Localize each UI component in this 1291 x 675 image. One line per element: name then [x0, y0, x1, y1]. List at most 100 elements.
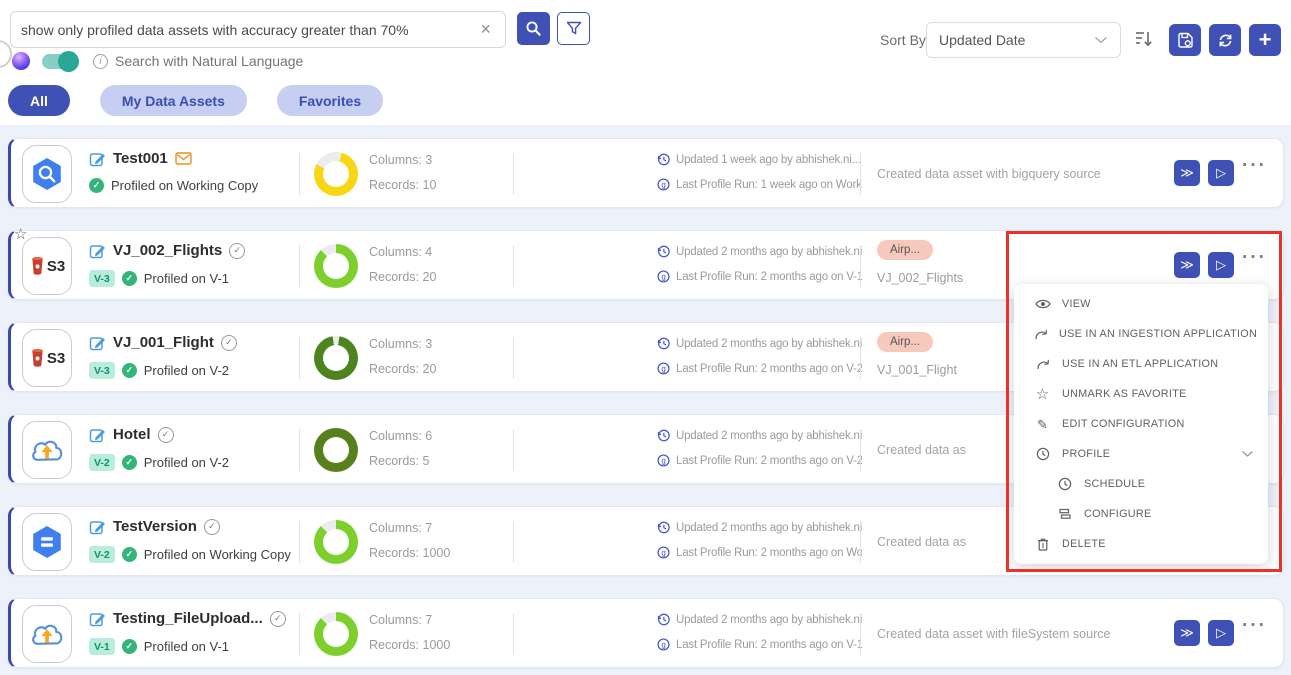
s3-label: S3	[46, 349, 66, 367]
tab-favorites[interactable]: Favorites	[276, 85, 384, 116]
history-clock-icon	[657, 613, 670, 626]
tab-my-data-assets[interactable]: My Data Assets	[99, 85, 247, 116]
edit-icon[interactable]	[89, 610, 106, 627]
sort-order-icon[interactable]	[1133, 29, 1155, 49]
trash-icon	[1034, 537, 1051, 552]
tag-badge[interactable]: Airp...	[877, 240, 934, 260]
menu-item-profile[interactable]: PROFILE	[1014, 439, 1268, 469]
add-data-asset-button[interactable]: +	[1249, 24, 1281, 56]
menu-item-use-in-etl[interactable]: USE IN AN ETL APPLICATION	[1014, 349, 1268, 379]
asset-description: Created data as	[877, 535, 966, 549]
favorite-star-icon[interactable]: ☆	[14, 226, 28, 243]
expand-actions-button[interactable]: ≫	[1174, 160, 1200, 186]
run-profile-button[interactable]: ▷	[1208, 252, 1234, 278]
history-clock-icon	[657, 429, 670, 442]
menu-item-unmark-favorite[interactable]: ☆ UNMARK AS FAVORITE	[1014, 379, 1268, 409]
asset-description: Created data as	[877, 443, 966, 457]
save-search-button[interactable]	[1169, 24, 1201, 56]
asset-name[interactable]: VJ_001_Flight	[113, 334, 214, 351]
tab-all[interactable]: All	[8, 85, 70, 116]
menu-item-view[interactable]: VIEW	[1014, 289, 1268, 319]
asset-title-line: VJ_002_Flights ✓	[89, 242, 246, 259]
sort-dropdown[interactable]: Updated Date	[926, 22, 1121, 58]
stacked-bars-icon	[1056, 507, 1073, 521]
asset-name[interactable]: TestVersion	[113, 518, 197, 535]
refresh-button[interactable]	[1209, 24, 1241, 56]
clock-icon	[1034, 447, 1051, 461]
updated-text: Updated 2 months ago by abhishek.ni...	[676, 337, 862, 350]
info-icon[interactable]: i	[93, 53, 108, 69]
search-button[interactable]	[517, 12, 550, 45]
columns-count: Columns: 3	[369, 337, 433, 351]
profiled-status: Profiled on V-2	[143, 363, 230, 378]
asset-row-test001: Test001 ✓ Profiled on Working Copy Colum…	[8, 138, 1284, 208]
last-profile-text: Last Profile Run: 2 months ago on V-1	[676, 270, 862, 283]
pencil-icon: ✎	[1037, 416, 1048, 432]
asset-title-line: VJ_001_Flight ✓	[89, 334, 237, 351]
divider	[513, 245, 514, 287]
divider	[860, 153, 861, 195]
asset-history: Updated 2 months ago by abhishek.ni... g…	[656, 599, 862, 669]
svg-text:g: g	[661, 180, 665, 189]
tag-subtext: VJ_001_Flight	[877, 363, 957, 377]
verified-check-icon: ✓	[229, 242, 246, 259]
search-input[interactable]	[21, 21, 477, 38]
asset-name[interactable]: Test001	[113, 150, 168, 167]
profile-donut-chart	[314, 244, 358, 288]
natural-language-toggle[interactable]	[42, 50, 79, 72]
records-count: Records: 10	[369, 178, 437, 192]
asset-status-line: V-3 ✓ Profiled on V-2	[89, 362, 229, 379]
s3-bucket-icon	[32, 348, 43, 367]
expand-actions-button[interactable]: ≫	[1174, 252, 1200, 278]
clear-search-icon[interactable]: ×	[480, 19, 491, 39]
divider	[299, 153, 300, 195]
history-clock-icon	[657, 337, 670, 350]
asset-history: Updated 2 months ago by abhishek.ni... g…	[656, 231, 862, 301]
menu-item-schedule[interactable]: SCHEDULE	[1014, 469, 1268, 499]
asset-history: Updated 1 week ago by abhishek.ni... g L…	[656, 139, 862, 209]
s3-label: S3	[46, 257, 66, 275]
more-actions-button[interactable]: ···	[1242, 247, 1267, 268]
columns-count: Columns: 6	[369, 429, 433, 443]
version-badge: V-3	[89, 362, 115, 379]
s3-source-icon: S3	[22, 329, 72, 387]
last-profile-text: Last Profile Run: 2 months ago on Wo...	[676, 546, 862, 559]
filter-button[interactable]	[557, 12, 590, 45]
more-actions-button[interactable]: ···	[1242, 615, 1267, 636]
menu-item-use-in-ingestion[interactable]: USE IN AN INGESTION APPLICATION	[1014, 319, 1268, 349]
records-count: Records: 1000	[369, 546, 451, 560]
profile-run-icon: g	[657, 362, 670, 375]
edit-icon[interactable]	[89, 426, 106, 443]
asset-status-line: V-1 ✓ Profiled on V-1	[89, 638, 229, 655]
menu-item-edit-configuration[interactable]: ✎ EDIT CONFIGURATION	[1014, 409, 1268, 439]
run-profile-button[interactable]: ▷	[1208, 620, 1234, 646]
asset-name[interactable]: Testing_FileUpload...	[113, 610, 263, 627]
divider	[513, 613, 514, 655]
asset-name[interactable]: VJ_002_Flights	[113, 242, 223, 259]
edit-icon[interactable]	[89, 518, 106, 535]
edit-icon[interactable]	[89, 242, 106, 259]
profile-donut-chart	[314, 612, 358, 656]
profile-run-icon: g	[657, 638, 670, 651]
profiled-check-icon: ✓	[121, 363, 137, 378]
version-badge: V-3	[89, 270, 115, 287]
expand-actions-button[interactable]: ≫	[1174, 620, 1200, 646]
last-profile-text: Last Profile Run: 2 months ago on V-1	[676, 638, 862, 651]
history-clock-icon	[657, 153, 670, 166]
asset-name[interactable]: Hotel	[113, 426, 151, 443]
more-actions-button[interactable]: ···	[1242, 155, 1267, 176]
svg-text:g: g	[661, 640, 665, 649]
updated-text: Updated 2 months ago by abhishek.ni...	[676, 429, 862, 442]
menu-item-delete[interactable]: DELETE	[1014, 529, 1268, 559]
columns-count: Columns: 7	[369, 613, 433, 627]
run-profile-button[interactable]: ▷	[1208, 160, 1234, 186]
updated-line: Updated 1 week ago by abhishek.ni...	[656, 152, 861, 167]
asset-status-line: V-2 ✓ Profiled on V-2	[89, 454, 229, 471]
verified-check-icon: ✓	[203, 518, 220, 535]
last-profile-text: Last Profile Run: 2 months ago on V-2	[676, 362, 862, 375]
edit-icon[interactable]	[89, 334, 106, 351]
edit-icon[interactable]	[89, 150, 106, 167]
menu-item-configure[interactable]: CONFIGURE	[1014, 499, 1268, 529]
tag-badge[interactable]: Airp...	[877, 332, 934, 352]
last-profile-line: g Last Profile Run: 2 months ago on V-1	[656, 269, 862, 284]
